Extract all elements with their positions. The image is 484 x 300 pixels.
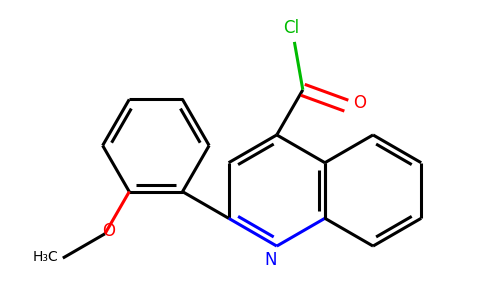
Text: O: O xyxy=(353,94,366,112)
Text: Cl: Cl xyxy=(283,19,299,37)
Text: O: O xyxy=(102,223,115,241)
Text: N: N xyxy=(265,251,277,269)
Text: H₃C: H₃C xyxy=(32,250,58,264)
